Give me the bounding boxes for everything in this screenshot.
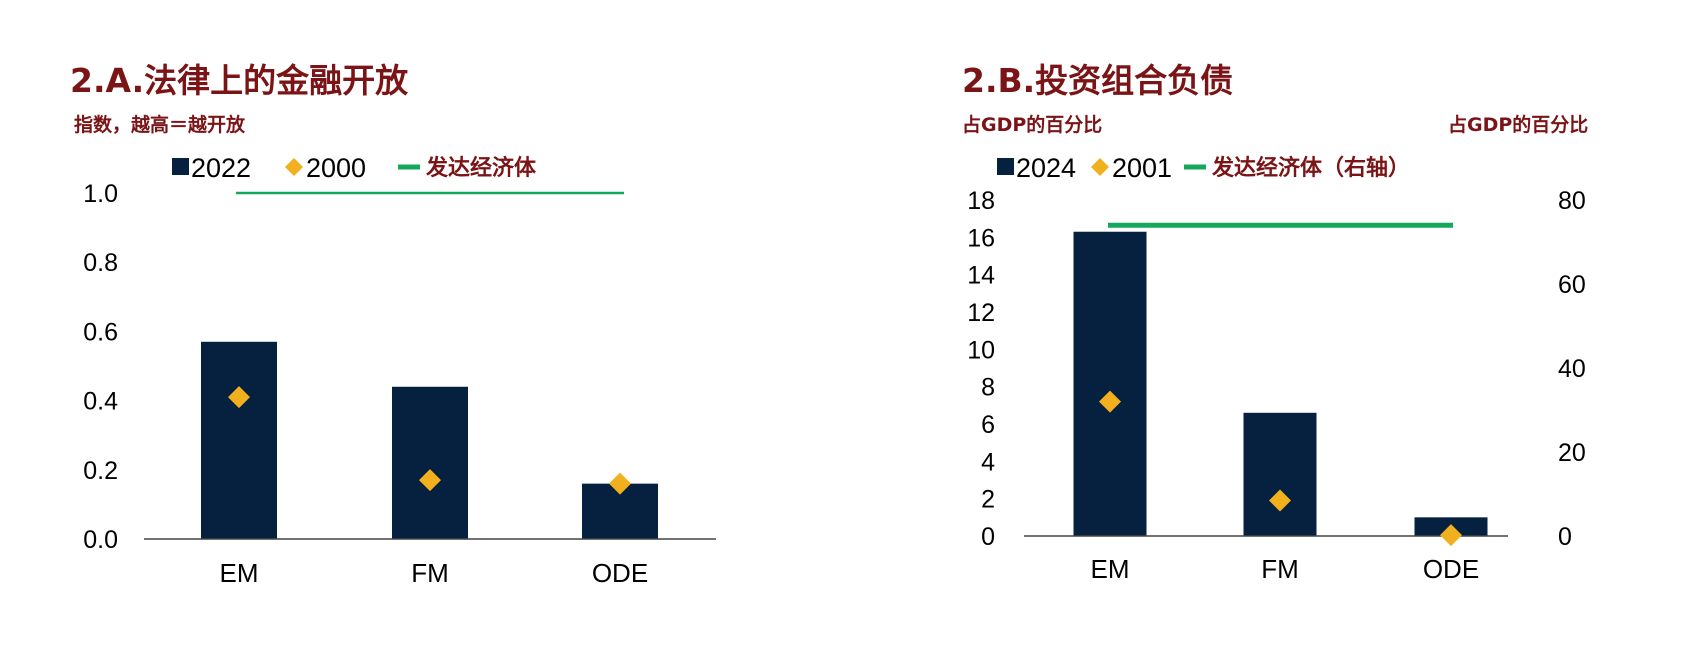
panel-b-ytick-label: 6 — [981, 411, 995, 439]
panel-b-left-unit: 占GDP的百分比 — [962, 114, 1103, 136]
panel-b-ytick-label: 2 — [981, 486, 995, 514]
panel-b-right-ytick-label: 20 — [1558, 439, 1586, 467]
panel-a-ytick-label: 0.4 — [83, 388, 118, 416]
panel-b-ytick-label: 14 — [967, 262, 995, 290]
panel-b-legend-line-label: 发达经济体（右轴） — [1211, 155, 1410, 180]
panel-a-ytick-label: 1.0 — [83, 180, 118, 208]
panel-b-title: 2.B.投资组合负债 — [962, 61, 1234, 100]
panel-a-marker-em — [228, 386, 250, 409]
panel-b-category-label: ODE — [1423, 554, 1479, 584]
panel-b-marker-fm — [1269, 489, 1291, 512]
panel-b-marker-em — [1099, 390, 1121, 413]
panel-b-ytick-label: 10 — [967, 336, 995, 364]
panel-b-category-label: EM — [1091, 554, 1130, 584]
panel-a-ytick-label: 0.2 — [83, 457, 118, 485]
panel-b-marker-ode — [1440, 524, 1462, 547]
panel-a-ytick-label: 0.6 — [83, 318, 118, 346]
panel-a-legend-bar-swatch — [172, 158, 189, 175]
panel-a-legend-line-label: 发达经济体 — [425, 155, 537, 180]
panel-b-right-ytick-label: 0 — [1558, 523, 1572, 551]
panel-b-legend-bar-label: 2024 — [1016, 153, 1076, 183]
panel-b-right-ytick-label: 80 — [1558, 187, 1586, 215]
panel-a-category-label: ODE — [592, 558, 648, 588]
panel-a-legend-marker-label: 2000 — [306, 153, 366, 183]
panel-a-title: 2.A.法律上的金融开放 — [70, 61, 409, 100]
panel-b-ytick-label: 12 — [967, 299, 995, 327]
panel-b-ytick-label: 18 — [967, 187, 995, 215]
panel-b-legend-bar-swatch — [997, 158, 1014, 175]
panel-a-marker-fm — [419, 469, 441, 492]
panel-a-bar-em — [201, 341, 277, 539]
panel-b-ytick-label: 4 — [981, 448, 995, 476]
panel-a-category-label: FM — [411, 558, 449, 588]
panel-a-marker-ode — [609, 472, 631, 495]
panel-a-subtitle: 指数，越高＝越开放 — [74, 114, 246, 136]
panel-b-bar-fm — [1243, 412, 1317, 536]
panel-b-bar-em — [1073, 231, 1147, 536]
panel-a-ytick-label: 0.8 — [83, 249, 118, 277]
panel-a-ytick-label: 0.0 — [83, 526, 118, 554]
panel-b-ytick-label: 16 — [967, 224, 995, 252]
panel-a-bar-fm — [392, 386, 468, 539]
panel-b-right-ytick-label: 40 — [1558, 355, 1586, 383]
panel-a-legend-bar-label: 2022 — [191, 153, 251, 183]
panel-b-legend-marker-label: 2001 — [1112, 153, 1172, 183]
panel-a-legend-marker-swatch — [285, 158, 303, 176]
panel-b-ytick-label: 0 — [981, 523, 995, 551]
panel-b-category-label: FM — [1261, 554, 1299, 584]
panel-b-right-unit: 占GDP的百分比 — [1448, 114, 1589, 136]
panel-b-right-ytick-label: 60 — [1558, 271, 1586, 299]
panel-a-category-label: EM — [220, 558, 259, 588]
panel-b-legend-marker-swatch — [1091, 158, 1109, 176]
panel-b-ytick-label: 8 — [981, 374, 995, 402]
